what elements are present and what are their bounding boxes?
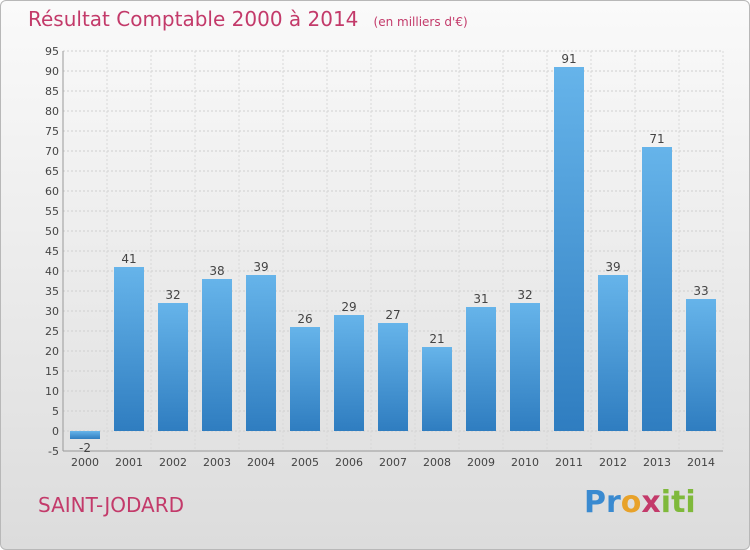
y-tick-label: 15 (45, 365, 59, 378)
data-label: 21 (429, 332, 444, 346)
bar (378, 323, 408, 431)
data-label: 32 (517, 288, 532, 302)
bar (70, 431, 100, 439)
data-label: 29 (341, 300, 356, 314)
x-tick-label: 2009 (467, 456, 495, 469)
bar (466, 307, 496, 431)
y-tick-label: 85 (45, 85, 59, 98)
data-label: 39 (253, 260, 268, 274)
y-tick-label: 20 (45, 345, 59, 358)
bar (598, 275, 628, 431)
bar (246, 275, 276, 431)
y-tick-label: -5 (48, 445, 59, 458)
x-tick-label: 2002 (159, 456, 187, 469)
bar (554, 67, 584, 431)
x-tick-label: 2001 (115, 456, 143, 469)
y-tick-label: 35 (45, 285, 59, 298)
y-tick-label: 80 (45, 105, 59, 118)
bar (642, 147, 672, 431)
y-tick-label: 95 (45, 45, 59, 58)
x-tick-label: 2007 (379, 456, 407, 469)
x-tick-label: 2014 (687, 456, 715, 469)
bars (70, 67, 716, 439)
y-tick-label: 90 (45, 65, 59, 78)
x-tick-label: 2010 (511, 456, 539, 469)
proxiti-logo: Proxiti (584, 485, 696, 520)
y-tick-label: 5 (52, 405, 59, 418)
data-label: 32 (165, 288, 180, 302)
y-tick-label: 45 (45, 245, 59, 258)
bar (114, 267, 144, 431)
data-label: 38 (209, 264, 224, 278)
x-tick-label: 2006 (335, 456, 363, 469)
data-label: 39 (605, 260, 620, 274)
y-tick-label: 0 (52, 425, 59, 438)
y-tick-label: 25 (45, 325, 59, 338)
y-tick-label: 75 (45, 125, 59, 138)
bar (290, 327, 320, 431)
chart-subtitle: (en milliers d'€) (373, 15, 468, 29)
bar (510, 303, 540, 431)
y-tick-label: 30 (45, 305, 59, 318)
y-tick-label: 55 (45, 205, 59, 218)
y-tick-label: 50 (45, 225, 59, 238)
y-tick-label: 40 (45, 265, 59, 278)
data-label: 71 (649, 132, 664, 146)
y-tick-label: 10 (45, 385, 59, 398)
bar (334, 315, 364, 431)
data-label: -2 (79, 441, 91, 455)
x-tick-label: 2000 (71, 456, 99, 469)
x-tick-label: 2013 (643, 456, 671, 469)
x-tick-label: 2005 (291, 456, 319, 469)
labels: -5 0 5 10 15 20 25 30 35 40 45 50 55 60 65 70 75 80 85 90 95… (45, 45, 715, 469)
x-tick-label: 2003 (203, 456, 231, 469)
data-label: 27 (385, 308, 400, 322)
x-tick-label: 2011 (555, 456, 583, 469)
bar (686, 299, 716, 431)
data-label: 91 (561, 52, 576, 66)
place-name: SAINT-JODARD (38, 493, 184, 517)
data-label: 26 (297, 312, 312, 326)
data-label: 31 (473, 292, 488, 306)
bar (422, 347, 452, 431)
x-tick-label: 2012 (599, 456, 627, 469)
data-label: 33 (693, 284, 708, 298)
y-tick-label: 70 (45, 145, 59, 158)
chart-title: Résultat Comptable 2000 à 2014 (28, 7, 359, 31)
bar (202, 279, 232, 431)
x-tick-label: 2008 (423, 456, 451, 469)
y-tick-label: 60 (45, 185, 59, 198)
data-label: 41 (121, 252, 136, 266)
title-row: Résultat Comptable 2000 à 2014 (en milli… (28, 7, 468, 31)
x-tick-label: 2004 (247, 456, 275, 469)
y-tick-label: 65 (45, 165, 59, 178)
bar (158, 303, 188, 431)
